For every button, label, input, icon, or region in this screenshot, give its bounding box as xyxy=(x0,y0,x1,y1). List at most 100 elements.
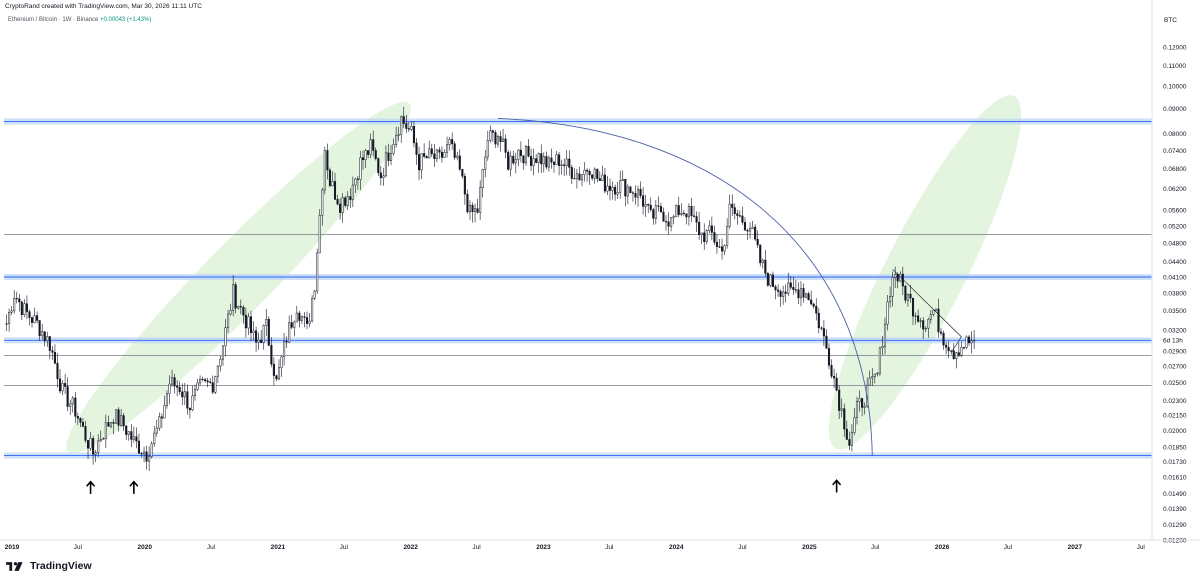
candle-body xyxy=(379,172,382,179)
price-tick-label: 0.01730 xyxy=(1163,459,1187,466)
price-tick-label: 0.01390 xyxy=(1163,506,1187,513)
candle-body xyxy=(962,347,965,349)
candle-body xyxy=(616,192,619,195)
candle-body xyxy=(36,315,39,321)
tradingview-logo[interactable]: TradingView xyxy=(6,560,92,572)
candle-body xyxy=(636,189,640,198)
candle-body xyxy=(542,156,545,165)
candle-body xyxy=(621,179,624,181)
candle-body xyxy=(504,138,507,153)
candle-body xyxy=(28,311,31,318)
candle-body xyxy=(92,438,95,455)
candle-body xyxy=(148,456,151,462)
candle-body xyxy=(249,316,253,333)
candle-body xyxy=(89,438,92,449)
candle-body xyxy=(181,391,184,398)
candle-body xyxy=(219,358,222,367)
candle-body xyxy=(675,205,678,217)
candle-body xyxy=(700,232,703,235)
candlestick-series xyxy=(5,106,976,472)
candle-body xyxy=(512,155,515,164)
price-tick-label: 0.04100 xyxy=(1163,274,1187,281)
candle-body xyxy=(102,438,105,440)
candle-body xyxy=(840,408,843,411)
candle-body xyxy=(784,291,787,294)
candle-body xyxy=(56,362,59,380)
candle-body xyxy=(771,274,775,287)
candle-body xyxy=(835,377,838,391)
price-axis: BTC 0.12000 0.11000 0.10000 0.09000 0.08000 0.… xyxy=(1151,0,1187,544)
price-tick-label: 0.06200 xyxy=(1163,186,1187,193)
countdown-label: 6d 13h xyxy=(1163,338,1183,345)
candle-body xyxy=(112,422,115,424)
candle-body xyxy=(575,173,578,179)
candle-body xyxy=(272,363,275,376)
candle-body xyxy=(30,317,34,323)
candle-body xyxy=(606,185,609,192)
candle-body xyxy=(193,389,197,397)
candle-body xyxy=(573,178,576,180)
candle-body xyxy=(502,138,505,142)
price-tick-label: 0.01290 xyxy=(1163,522,1187,529)
candle-body xyxy=(871,376,874,379)
candle-body xyxy=(476,208,479,213)
candle-body xyxy=(471,204,474,213)
candle-body xyxy=(746,229,749,232)
candle-body xyxy=(199,378,202,384)
candle-body xyxy=(591,174,594,179)
candle-body xyxy=(654,205,657,219)
candle-body xyxy=(262,325,265,343)
candle-body xyxy=(448,139,451,145)
price-tick-label: 0.11000 xyxy=(1163,63,1186,70)
candle-body xyxy=(586,169,589,172)
candle-body xyxy=(499,136,502,142)
candle-body xyxy=(960,347,963,356)
candle-body xyxy=(924,327,927,330)
candle-body xyxy=(64,383,67,387)
candle-body xyxy=(295,312,298,323)
candle-body xyxy=(158,416,161,429)
time-tick-label: 2027 xyxy=(1068,544,1083,551)
candle-body xyxy=(41,331,44,337)
candle-body xyxy=(822,328,825,337)
candle-body xyxy=(420,153,423,171)
candle-body xyxy=(313,290,316,299)
candle-body xyxy=(214,376,217,393)
candle-body xyxy=(942,332,945,346)
candle-body xyxy=(8,311,11,324)
price-tick-label: 0.02700 xyxy=(1163,364,1187,371)
candle-body xyxy=(186,391,189,409)
candle-body xyxy=(519,149,522,156)
candle-body xyxy=(372,139,375,151)
symbol-name[interactable]: Ethereum / Bitcoin · 1W · Binance xyxy=(8,17,99,23)
candle-body xyxy=(468,204,472,213)
candle-body xyxy=(367,150,370,155)
candle-body xyxy=(61,383,64,392)
candle-body xyxy=(43,331,46,342)
symbol-info[interactable]: Ethereum / Bitcoin · 1W · Binance +0.000… xyxy=(8,17,151,23)
candle-body xyxy=(863,405,866,408)
candle-body xyxy=(84,426,87,441)
candle-body xyxy=(176,385,179,388)
candle-body xyxy=(766,272,769,286)
candle-body xyxy=(598,178,601,181)
price-tick-label: 0.02150 xyxy=(1163,412,1187,419)
candle-body xyxy=(535,158,538,163)
candle-body xyxy=(435,149,438,160)
candle-body xyxy=(107,422,110,427)
candle-body xyxy=(178,387,181,393)
candle-body xyxy=(252,330,255,333)
chart-attribution: CryptoRand created with TradingView.com,… xyxy=(5,3,202,10)
time-tick-label: 2021 xyxy=(271,544,286,551)
candle-body xyxy=(474,208,477,213)
candle-body xyxy=(703,232,706,242)
candle-body xyxy=(23,303,26,315)
candle-body xyxy=(794,289,797,291)
candle-body xyxy=(257,339,260,343)
candle-body xyxy=(451,139,454,145)
candle-body xyxy=(769,274,772,286)
candle-body xyxy=(792,287,795,290)
candle-body xyxy=(109,422,112,427)
candle-body xyxy=(318,214,321,254)
